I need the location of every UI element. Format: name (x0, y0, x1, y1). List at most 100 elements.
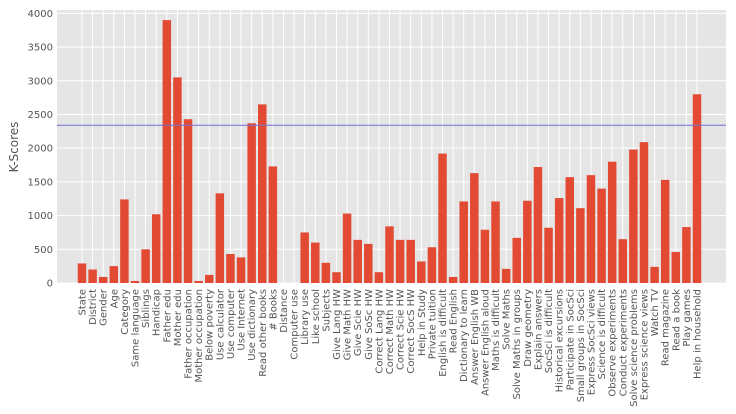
y-axis-ticks: 0 500 1000 1500 2000 2500 3000 3500 4000 (28, 9, 53, 290)
x-tick-label: Gender (99, 288, 110, 326)
bar (523, 200, 532, 283)
x-tick-label: Give SoSc HW (364, 289, 375, 360)
bar (576, 208, 585, 283)
x-tick-label: Use calculator (215, 288, 226, 360)
x-tick-label: Play games (682, 289, 693, 347)
x-tick-label: Answer English aloud (480, 289, 491, 396)
bar (173, 77, 182, 283)
y-tick-label: 1000 (28, 211, 53, 222)
x-tick-label: Private tuition (427, 289, 438, 359)
x-tick-label: Correct Scie HW (396, 289, 407, 370)
y-tick-label: 2500 (28, 110, 53, 121)
bar (650, 266, 659, 283)
bar (247, 123, 256, 283)
x-tick-label: Like school (311, 289, 322, 344)
x-tick-label: Watch TV (650, 289, 661, 336)
x-tick-label: Express SocSci views (586, 289, 597, 395)
x-tick-label: Solve science problems (629, 289, 640, 407)
y-tick-label: 4000 (28, 9, 53, 20)
bar (364, 243, 373, 283)
bar (491, 201, 500, 283)
x-tick-label: Give Scie HW (353, 289, 364, 356)
bar (109, 266, 119, 283)
bar (120, 199, 129, 283)
bar (300, 232, 309, 283)
bar (406, 239, 415, 283)
bar (629, 149, 638, 283)
bar (385, 226, 394, 283)
bar (480, 229, 490, 283)
bar (618, 239, 628, 283)
bar (183, 119, 193, 283)
x-tick-label: Mother edu (173, 289, 184, 346)
x-tick-label: Library use (300, 289, 311, 345)
x-tick-label: Observe experiments (608, 289, 619, 397)
bar (162, 20, 172, 283)
bar (671, 251, 681, 283)
x-tick-label: Draw geometry (523, 289, 534, 367)
x-tick-label: Use Internet (237, 289, 248, 351)
bars (77, 20, 702, 284)
x-tick-label: Express science views (639, 289, 650, 400)
bar (141, 249, 150, 283)
x-tick-label: Give Lang HW (332, 289, 343, 360)
x-tick-label: Participate in SocSci (565, 289, 576, 390)
x-tick-label: Mother occupation (194, 289, 205, 383)
x-tick-label: Read a book (671, 289, 682, 351)
bar (544, 227, 553, 283)
bar (130, 280, 140, 283)
y-tick-label: 500 (34, 245, 53, 256)
x-tick-label: SocSci is difficult (544, 289, 555, 373)
bar (533, 167, 543, 283)
y-axis-label: K-Scores (7, 122, 21, 173)
x-tick-label: Category (120, 289, 131, 335)
bar (512, 237, 521, 283)
bar (258, 104, 267, 284)
bar (321, 262, 331, 283)
bar (98, 276, 108, 283)
bar (205, 274, 214, 283)
bar (311, 242, 320, 283)
y-tick-label: 3500 (28, 43, 53, 54)
bar (417, 261, 426, 283)
x-tick-label: Solve Maths (502, 289, 513, 350)
x-tick-label: # Books (268, 289, 279, 331)
x-tick-label: Read English (449, 289, 460, 353)
x-tick-label: Science is difficult (597, 289, 608, 380)
bar (151, 214, 161, 283)
bar (194, 280, 203, 283)
x-tick-label: Father occupation (184, 289, 195, 379)
bar (353, 239, 362, 283)
bar (332, 272, 341, 283)
bar (597, 188, 606, 283)
bar (470, 173, 479, 283)
bar (374, 272, 384, 283)
x-tick-label: Conduct experiments (618, 289, 629, 396)
x-tick-label: Give Math HW (343, 289, 354, 360)
bar (395, 239, 405, 283)
x-tick-label: Help in household (693, 289, 704, 379)
x-tick-label: Correct Lang HW (374, 289, 385, 374)
x-axis-ticks: State District Gender Age Category Same langu… (78, 288, 704, 407)
x-tick-label: Computer use (290, 289, 301, 360)
x-tick-label: Small groups in SocSci (576, 289, 587, 402)
bar (226, 254, 235, 283)
x-tick-label: Solve Maths in groups (512, 289, 523, 399)
bar (692, 94, 702, 283)
x-tick-label: Read other books (258, 289, 269, 377)
bar (501, 268, 511, 283)
x-tick-label: Handicap (152, 289, 163, 336)
x-tick-label: Same language (131, 289, 142, 367)
x-tick-label: State (78, 289, 89, 315)
x-tick-label: Maths is difficult (491, 289, 502, 371)
bar (607, 161, 617, 283)
x-tick-label: Dictionary to learn (459, 289, 470, 382)
x-tick-label: Subjects (321, 289, 332, 332)
x-tick-label: Siblings (141, 289, 152, 328)
x-tick-label: Correct Math HW (385, 289, 396, 374)
bar (554, 198, 564, 283)
bar (639, 142, 649, 283)
bar (682, 227, 691, 283)
x-tick-label: Age (109, 289, 120, 308)
